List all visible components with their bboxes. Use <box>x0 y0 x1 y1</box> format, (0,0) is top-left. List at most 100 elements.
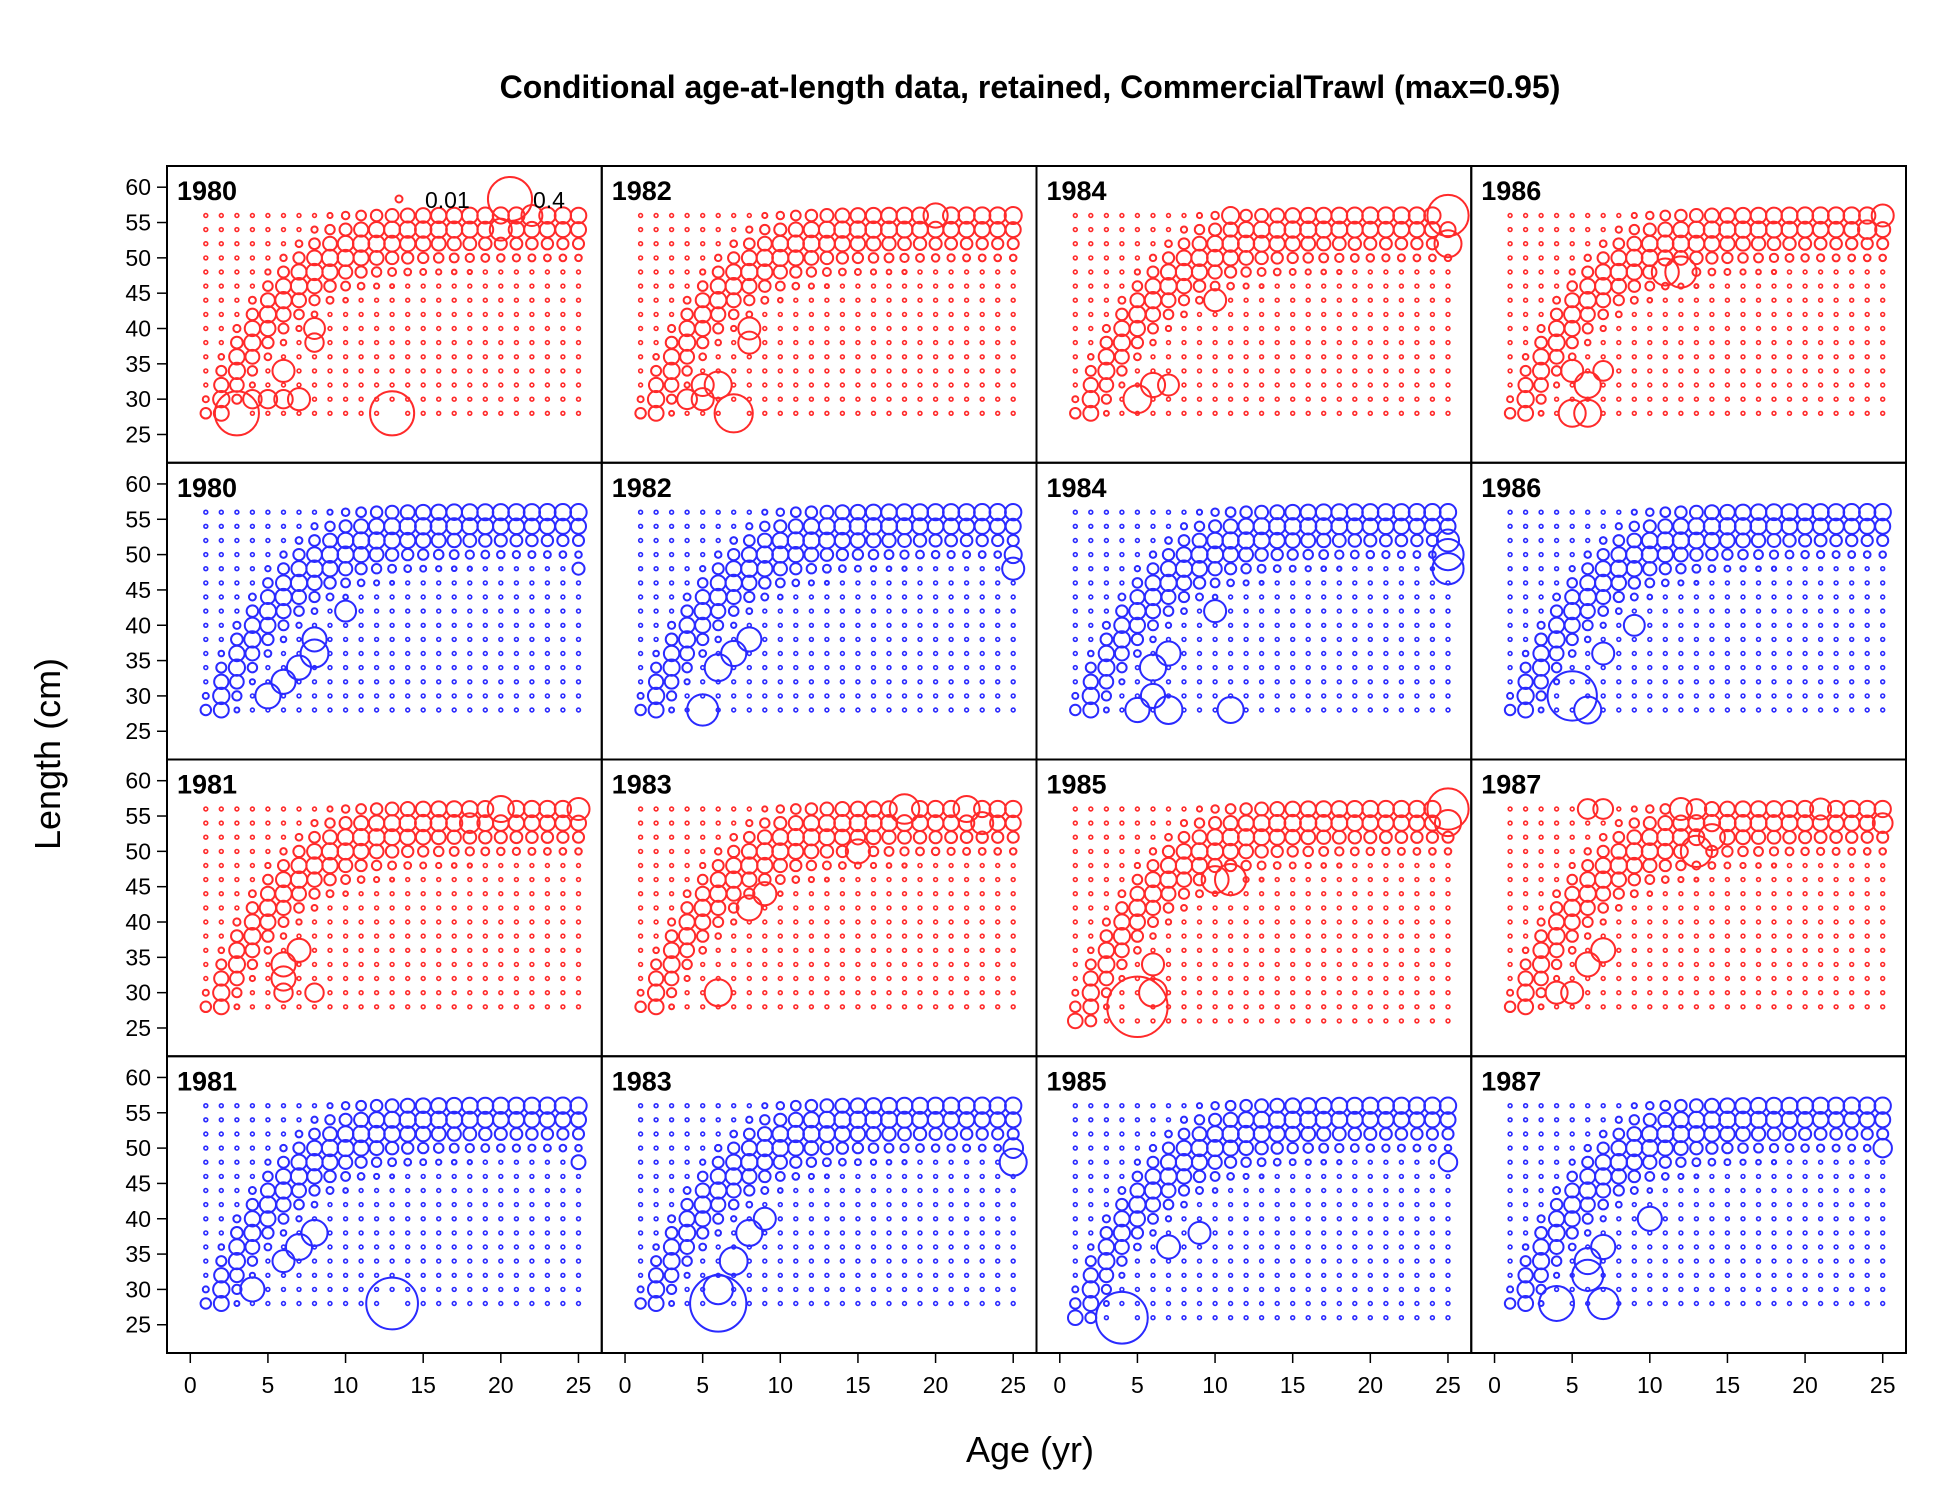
bubble <box>217 649 226 658</box>
bubble <box>496 253 506 263</box>
bubble <box>1848 975 1855 982</box>
bubble <box>1445 382 1451 388</box>
bubble <box>203 523 209 530</box>
bubble <box>1678 707 1684 713</box>
bubble <box>203 565 209 572</box>
bubble <box>1426 193 1470 238</box>
bubble <box>1802 580 1808 586</box>
bubble <box>1274 283 1280 289</box>
bubble <box>1786 905 1793 911</box>
bubble <box>420 594 426 600</box>
panel-frame <box>1035 758 1473 1058</box>
bubble <box>979 622 985 629</box>
bubble <box>265 975 271 982</box>
bubble <box>1531 955 1551 974</box>
panel-year-label: 1985 <box>1047 770 1107 800</box>
bubble <box>327 325 333 332</box>
bubble <box>1553 226 1560 233</box>
bubble <box>1196 368 1203 374</box>
bubble <box>963 636 970 643</box>
bubble <box>1412 253 1422 263</box>
bubble <box>1755 707 1762 713</box>
bubble <box>1802 919 1808 925</box>
bubble <box>450 268 458 276</box>
bubble <box>932 368 939 374</box>
bubble <box>1010 961 1016 968</box>
bubble <box>1693 664 1700 671</box>
bubble <box>1177 830 1191 844</box>
bubble <box>435 311 442 318</box>
bubble <box>1584 834 1591 840</box>
bubble <box>912 533 928 548</box>
bubble <box>839 410 846 417</box>
bubble <box>1739 565 1747 573</box>
bubble <box>1222 842 1240 860</box>
bubble <box>203 876 209 883</box>
bubble <box>1707 564 1717 574</box>
bubble <box>963 933 970 939</box>
bubble <box>1856 219 1878 240</box>
bubble <box>730 961 737 968</box>
bubble <box>994 933 1001 939</box>
bubble <box>870 693 877 699</box>
bubble <box>835 251 850 265</box>
bubble <box>1516 983 1535 1002</box>
bubble <box>498 594 504 600</box>
bubble <box>963 947 970 954</box>
bubble <box>509 830 524 845</box>
bubble <box>389 975 395 982</box>
bubble <box>387 267 398 277</box>
bubble <box>203 339 209 346</box>
bubble <box>1258 608 1265 614</box>
bubble <box>652 352 660 361</box>
bubble <box>1817 961 1824 968</box>
bubble <box>865 829 882 846</box>
bubble <box>544 382 551 388</box>
bubble <box>1210 210 1220 221</box>
bubble <box>1305 707 1311 713</box>
bubble <box>1320 707 1327 713</box>
bubble <box>574 847 583 856</box>
bubble <box>1724 947 1731 954</box>
bubble <box>1131 280 1144 292</box>
bubble <box>1755 608 1762 614</box>
bubble <box>199 1000 213 1014</box>
bubble <box>917 862 923 869</box>
bubble <box>824 905 830 911</box>
bubble <box>1879 608 1886 614</box>
bubble <box>1119 1018 1125 1024</box>
bubble <box>1088 806 1094 812</box>
bubble <box>1445 693 1451 699</box>
bubble <box>855 354 861 360</box>
bubble <box>917 890 923 897</box>
bubble <box>1289 650 1296 657</box>
bubble <box>527 253 537 263</box>
bubble <box>292 1141 306 1155</box>
bubble <box>218 255 225 261</box>
bubble <box>389 1004 395 1010</box>
bubble <box>1383 905 1389 911</box>
bubble <box>340 1100 351 1111</box>
bubble <box>311 212 318 219</box>
panel-frame <box>600 1055 1038 1354</box>
bubble <box>1138 653 1168 682</box>
bubble <box>1175 574 1193 592</box>
bubble <box>1616 410 1622 417</box>
bubble <box>560 580 566 586</box>
bubble <box>1084 958 1097 971</box>
bubble <box>1072 919 1079 925</box>
bubble <box>575 368 582 374</box>
bubble <box>265 523 271 530</box>
bubble <box>637 1201 644 1208</box>
bubble <box>932 961 939 968</box>
bubble <box>404 876 411 883</box>
bubble <box>886 961 892 968</box>
bubble <box>979 396 985 402</box>
bubble <box>245 604 260 618</box>
bubble <box>1097 361 1116 381</box>
bubble <box>1719 828 1736 846</box>
bubble <box>917 325 923 332</box>
bubble <box>1149 338 1157 347</box>
bubble <box>340 1170 352 1182</box>
bubble <box>1289 396 1296 402</box>
